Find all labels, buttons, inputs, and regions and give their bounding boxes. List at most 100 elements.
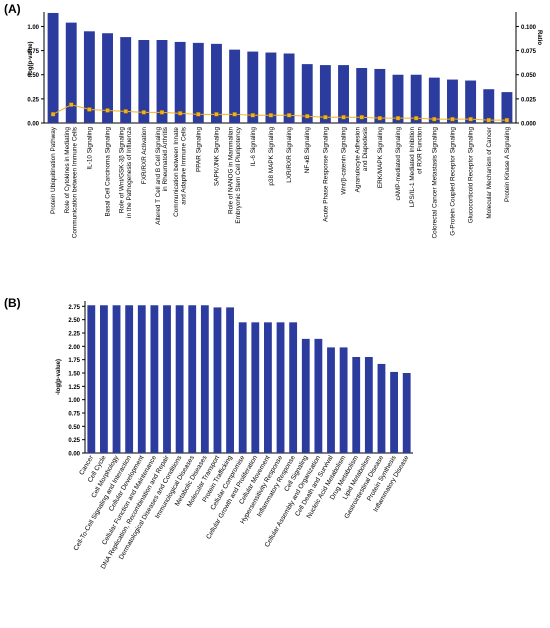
bar xyxy=(289,322,298,453)
y-tick-label: 0.00 xyxy=(27,122,39,128)
bar xyxy=(229,49,241,123)
ratio-point xyxy=(50,112,56,117)
category-label: Communication between Innateand Adaptive… xyxy=(173,127,187,217)
category-label: Acute Phase Response Signaling xyxy=(322,127,329,222)
y-tick-label: 2.50 xyxy=(68,318,80,324)
category-label-line: in Rheumatoid Arthritis xyxy=(162,127,169,191)
ratio-point xyxy=(286,113,292,118)
bar xyxy=(338,65,349,123)
category-label-line: Wnt/β-catenin Signaling xyxy=(341,127,348,195)
bar xyxy=(112,305,121,453)
bar xyxy=(175,305,184,453)
category-label-line: G-Protein Coupled Receptor Signaling xyxy=(449,127,456,236)
category-label-line: Altered T Cell and B Cell Signaling xyxy=(155,127,162,225)
y-tick-label: 0.75 xyxy=(68,412,80,418)
ratio-point xyxy=(232,112,237,117)
bar xyxy=(200,305,209,453)
category-label: ERK/MAPK Signaling xyxy=(377,127,384,189)
bar xyxy=(188,305,197,453)
category-label-line: IL-10 Signaling xyxy=(86,127,93,170)
category-label: Colorectal Cancer Metastasis Signaling xyxy=(431,127,438,239)
category-label-line: Acute Phase Response Signaling xyxy=(322,127,329,222)
category-label: Role of NANOG in MammalianEmbryonic Stem… xyxy=(228,126,242,223)
ratio-point xyxy=(250,113,255,118)
bar xyxy=(319,65,331,123)
pathway-bar-chart: 0.00 0.25 0.50 0.75 1.00 0.000 0.025 0.050 0.075… xyxy=(27,12,542,239)
y-tick-label: 1.00 xyxy=(27,25,39,31)
category-label: PPAR Signaling xyxy=(195,127,202,172)
bar xyxy=(251,322,260,453)
y2-tick-label: 0.025 xyxy=(521,97,537,103)
bar xyxy=(211,43,222,123)
ratio-point xyxy=(377,115,383,121)
category-label-line: Basal Cell Carcinoma Signaling xyxy=(105,127,112,217)
bar xyxy=(264,322,272,453)
bar xyxy=(174,41,186,123)
y-tick-label: 1.00 xyxy=(68,398,80,404)
bar xyxy=(150,305,159,453)
category-label: G-Protein Coupled Receptor Signaling xyxy=(449,127,456,236)
bar xyxy=(213,307,222,453)
bar xyxy=(447,79,458,123)
ratio-point xyxy=(305,114,310,119)
category-label: Altered T Cell and B Cell Signalingin Rh… xyxy=(155,127,169,225)
category-label-line: Agranulocyte Adhesion xyxy=(355,127,362,193)
bar xyxy=(238,322,247,453)
bar xyxy=(428,77,440,123)
y-tick-label: 0.25 xyxy=(27,97,39,103)
bar xyxy=(327,347,335,453)
bar xyxy=(374,68,386,123)
category-label-line: LXR/RXR Signaling xyxy=(286,127,293,183)
category-label-line: Role of NANOG in Mammalian xyxy=(228,127,235,214)
ratio-point xyxy=(341,115,346,120)
category-label: LXR/RXR Signaling xyxy=(286,127,293,183)
ratio-point xyxy=(123,109,128,114)
bar xyxy=(102,33,113,123)
y2-axis-title: Ratio xyxy=(536,30,542,45)
y-tick-label: 0.75 xyxy=(27,49,39,55)
category-label-line: Colorectal Cancer Metastasis Signaling xyxy=(431,127,438,239)
category-label-line: Communication between Innate xyxy=(173,127,180,217)
category-label-line: Embryonic Stem Cell Pluripotency xyxy=(235,126,242,223)
category-label-line: p38 MAPK Signaling xyxy=(268,127,275,186)
ratio-point xyxy=(105,108,110,113)
category-label-line: PPAR Signaling xyxy=(195,127,202,172)
category-label-line: Molecular Mechanism of Cancer xyxy=(486,126,493,219)
category-label: Agranulocyte Adhesionand Diapedesis xyxy=(355,127,369,193)
ratio-point xyxy=(214,112,219,117)
category-label-line: in the Pathogenesis of Influenza xyxy=(126,127,133,218)
category-label: IL-10 Signaling xyxy=(86,127,93,170)
panel-a-label: (A) xyxy=(4,2,21,16)
ratio-point xyxy=(196,112,201,117)
category-label-line: Protein Ubiquitination Pathway xyxy=(50,126,57,214)
bar xyxy=(377,363,386,453)
y-tick-label: 1.25 xyxy=(68,385,80,391)
category-label: cAMP-mediated Signaling xyxy=(395,127,402,201)
bar xyxy=(501,92,513,123)
category-label: Molecular Mechanism of Cancer xyxy=(486,126,493,219)
bar xyxy=(410,74,422,123)
category-label: FXR/RXR Activation xyxy=(141,127,148,185)
bar xyxy=(65,22,77,123)
y-axis-title: -log(p-value) xyxy=(28,42,34,78)
bar xyxy=(465,80,477,123)
bar xyxy=(83,31,95,123)
function-bar-chart: 0.00 0.25 0.50 0.75 1.00 1.25 1.50 1.75 2.00 2.25… xyxy=(56,301,413,570)
bar xyxy=(314,338,323,453)
bar xyxy=(137,305,146,453)
category-label-line: Role of Cytokines in Mediating xyxy=(64,127,71,214)
category-label: Glucocorticoid Receptor Signaling xyxy=(468,127,475,224)
y2-tick-label: 0.050 xyxy=(521,73,537,79)
ratio-point xyxy=(450,116,455,122)
bar xyxy=(47,12,59,123)
bar xyxy=(163,305,171,453)
category-label-line: ERK/MAPK Signaling xyxy=(377,127,384,189)
bar xyxy=(402,373,411,453)
bar xyxy=(301,338,310,453)
y2-tick-label: 0.100 xyxy=(521,25,537,31)
bar xyxy=(283,53,295,123)
bar xyxy=(87,305,96,453)
category-label: Role of Cytokines in MediatingCommunicat… xyxy=(64,127,78,239)
category-label: SAPK/JNK Signaling xyxy=(213,127,220,186)
category-label: Role of Wnt/GSK-3β Signalingin the Patho… xyxy=(119,127,133,218)
